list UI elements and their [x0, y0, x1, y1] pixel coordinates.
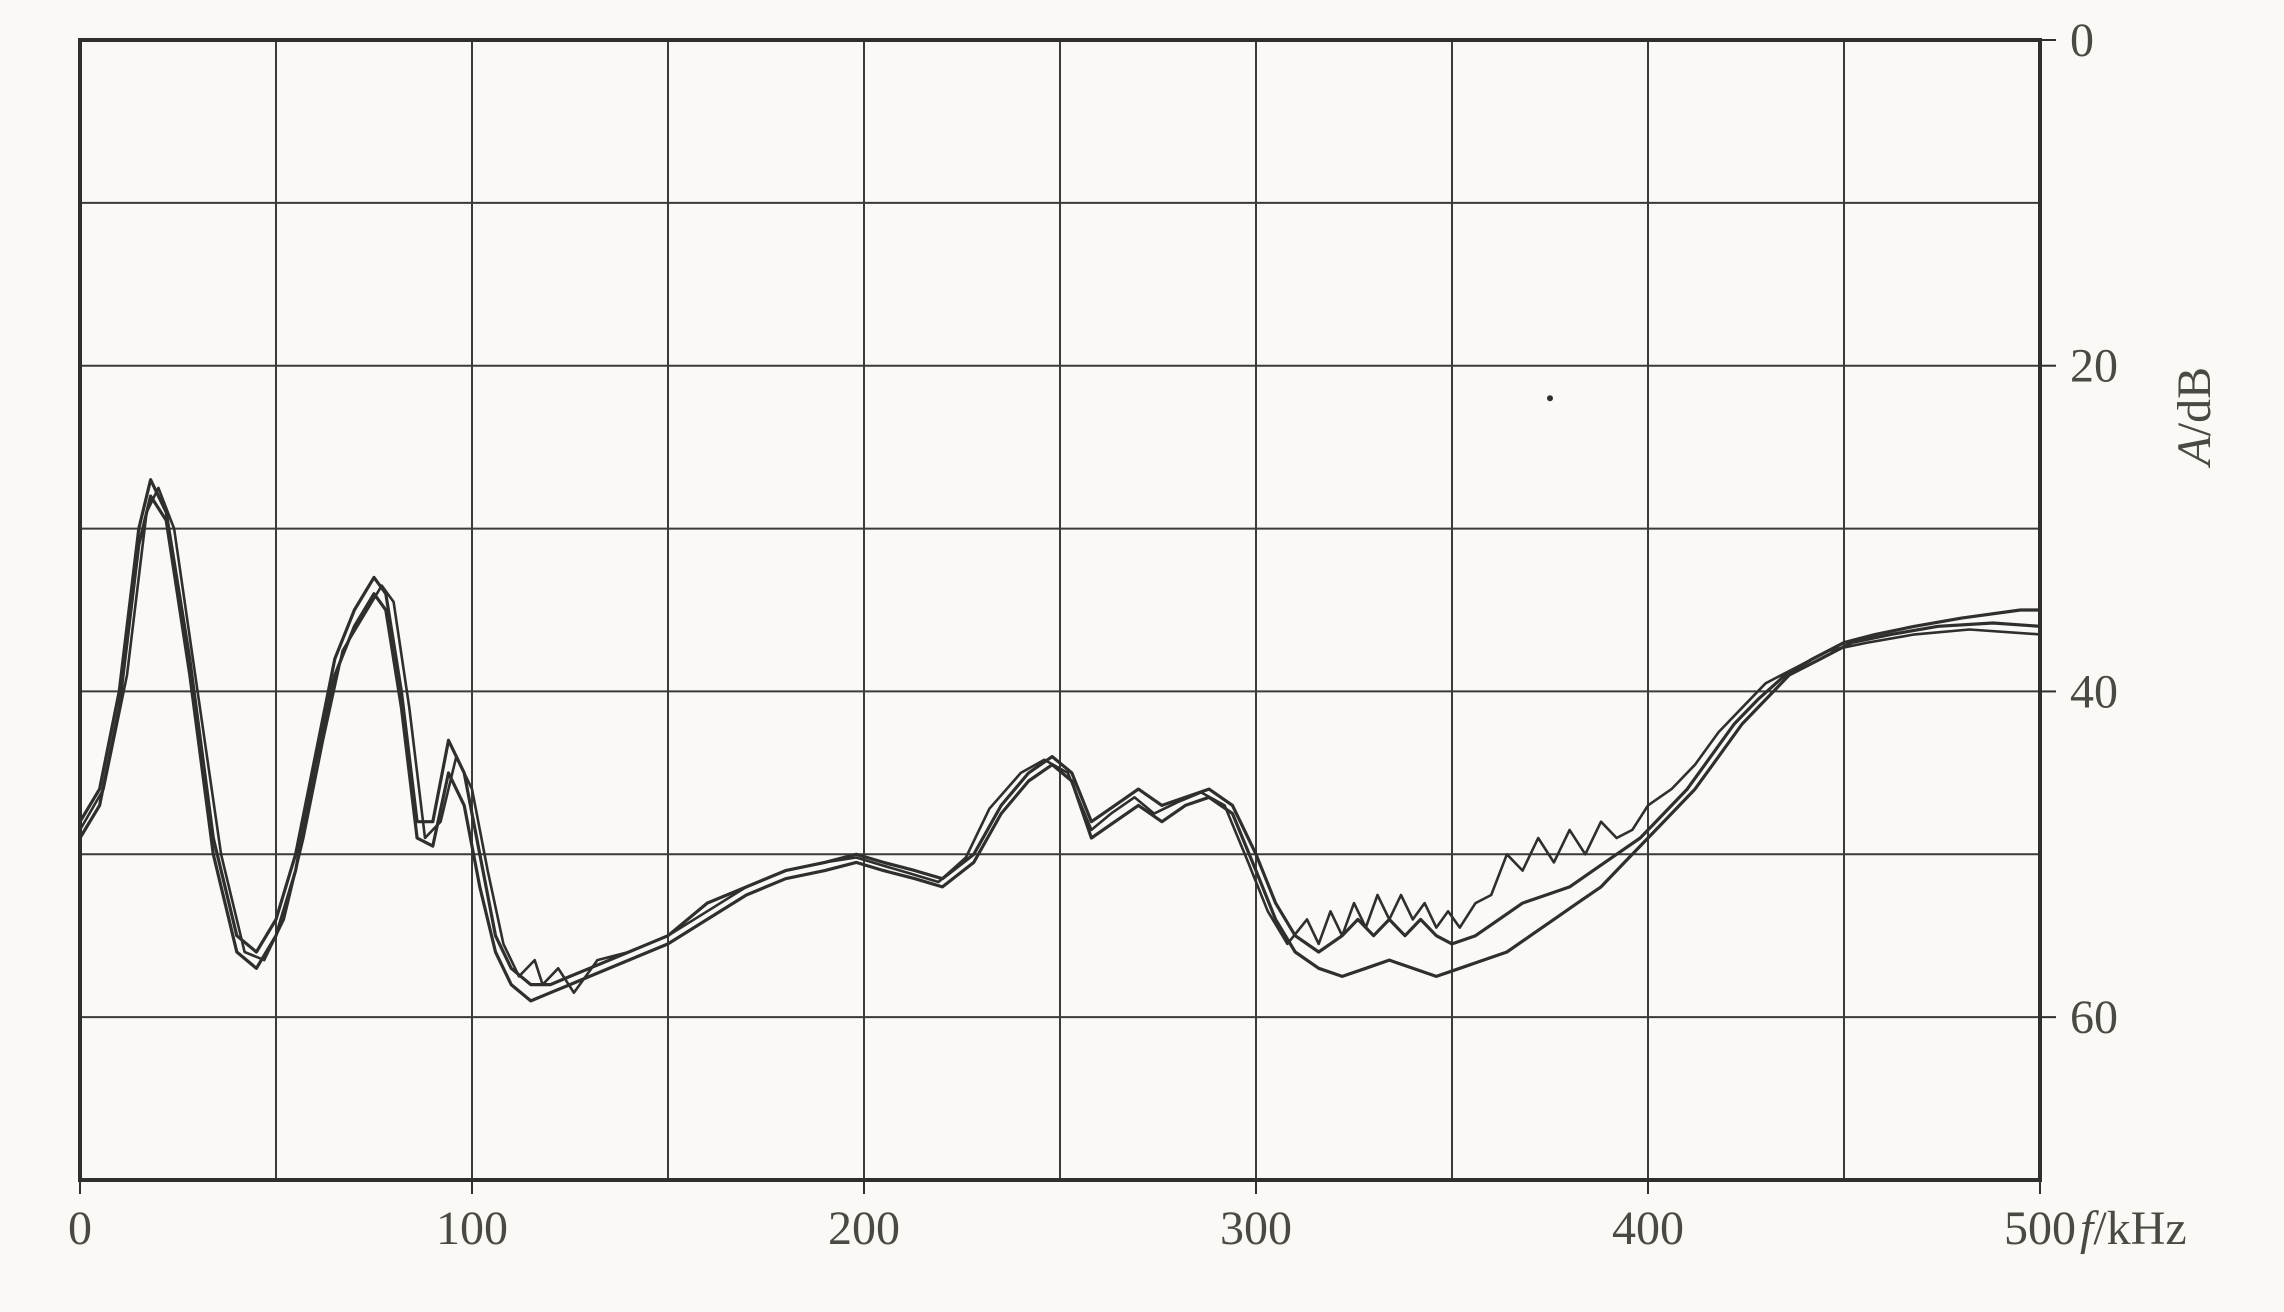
x-tick-label: 400 [1612, 1202, 1684, 1255]
frequency-response-chart: 0 100 200 300 400 500 0 20 40 60 f/kHz A/dB [0, 0, 2284, 1312]
y-tick-label: 0 [2070, 14, 2094, 67]
y-axis-label: A/dB [2168, 367, 2221, 469]
y-tick-label: 40 [2070, 665, 2118, 718]
x-tick-label: 200 [828, 1202, 900, 1255]
x-tick-label: 500 [2004, 1202, 2076, 1255]
x-tick-label: 100 [436, 1202, 508, 1255]
x-tick-label: 300 [1220, 1202, 1292, 1255]
y-tick-label: 20 [2070, 340, 2118, 393]
x-tick-label: 0 [68, 1202, 92, 1255]
y-tick-label: 60 [2070, 991, 2118, 1044]
x-axis-label: f/kHz [2080, 1202, 2187, 1255]
